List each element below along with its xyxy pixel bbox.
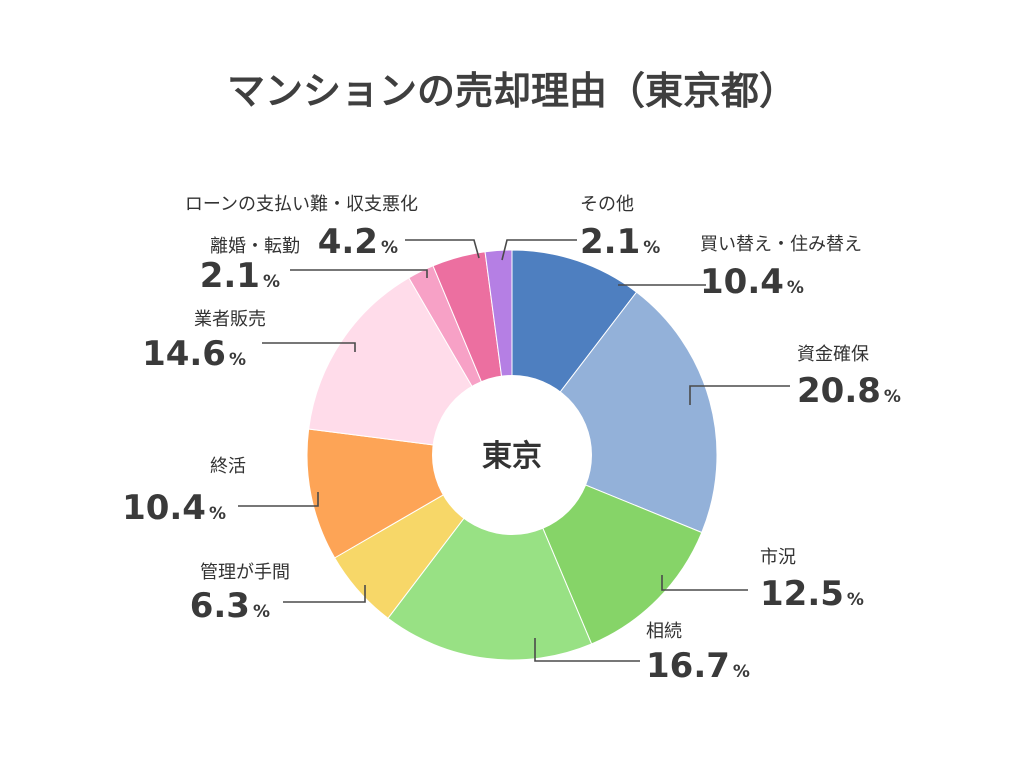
slice-category-label: ローンの支払い難・収支悪化 (185, 194, 418, 215)
leader-line (283, 585, 366, 603)
slice-value-label: 10.4% (122, 488, 226, 528)
center-label: 東京 (482, 439, 542, 474)
donut-hole (432, 375, 592, 535)
slice-category-label: 買い替え・住み替え (700, 234, 862, 255)
slice-value-label: 10.4% (700, 262, 804, 302)
leader-line (290, 269, 428, 278)
slice-category-label: 管理が手間 (200, 562, 290, 583)
chart-title: マンションの売却理由（東京都） (227, 69, 797, 113)
slice-category-label: 業者販売 (194, 309, 266, 330)
leader-line (262, 342, 356, 352)
slice-category-label: 離婚・転勤 (210, 236, 300, 257)
slice-category-label: その他 (580, 194, 634, 215)
pie-slice (387, 454, 593, 661)
slice-category-label: 市況 (760, 547, 796, 568)
leader-line (238, 492, 319, 507)
slice-value-label: 6.3% (190, 586, 270, 626)
slice-value-label: 14.6% (142, 334, 246, 374)
slice-value-label: 16.7% (646, 646, 750, 686)
slice-value-label: 2.1% (580, 222, 660, 262)
leader-line (534, 638, 640, 662)
leader-line (661, 575, 748, 591)
slice-value-label: 12.5% (760, 574, 864, 614)
leader-line (405, 239, 480, 259)
slice-category-label: 終活 (210, 456, 246, 477)
slice-value-label: 2.1% (200, 256, 280, 296)
slice-value-label: 4.2% (318, 222, 398, 262)
leader-line (689, 385, 790, 405)
labels-group: 買い替え・住み替え 10.4 % 資金確保 20.8 % 市況 12.5 % 相続 16.7 % 管理が… (122, 194, 901, 686)
slice-category-label: 資金確保 (797, 344, 869, 365)
slice-value-label: 20.8% (797, 371, 901, 411)
slice-category-label: 相続 (646, 621, 682, 642)
leader-line (501, 239, 577, 261)
